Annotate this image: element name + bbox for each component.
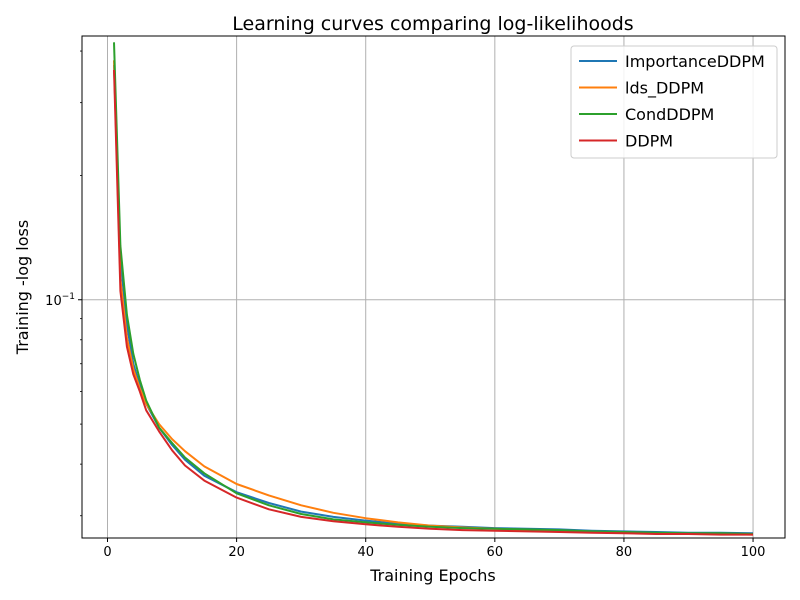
x-tick-label-2: 40	[357, 545, 374, 560]
x-tick-label-1: 20	[228, 545, 245, 560]
series-layer	[113, 42, 754, 536]
x-axis: 0 20 40 60 80 100	[103, 538, 765, 560]
legend: ImportanceDDPM lds_DDPM CondDDPM DDPM	[570, 45, 778, 159]
legend-label-0: ImportanceDDPM	[625, 52, 765, 71]
series-line-2	[113, 42, 754, 535]
legend-box	[570, 45, 778, 159]
legend-label-2: CondDDPM	[625, 105, 714, 124]
chart-title: Learning curves comparing log-likelihood…	[232, 13, 633, 35]
legend-label-3: DDPM	[625, 132, 673, 151]
x-tick-label-5: 100	[741, 545, 766, 560]
legend-label-1: lds_DDPM	[625, 79, 704, 99]
x-tick-label-3: 60	[487, 545, 504, 560]
x-axis-label: Training Epochs	[369, 566, 496, 585]
series-line-3	[113, 69, 753, 536]
x-tick-label-0: 0	[103, 545, 111, 560]
plot-frame	[81, 35, 786, 539]
y-axis-label: Training -log loss	[13, 220, 32, 355]
x-tick-label-4: 80	[616, 545, 633, 560]
grid	[82, 36, 785, 538]
